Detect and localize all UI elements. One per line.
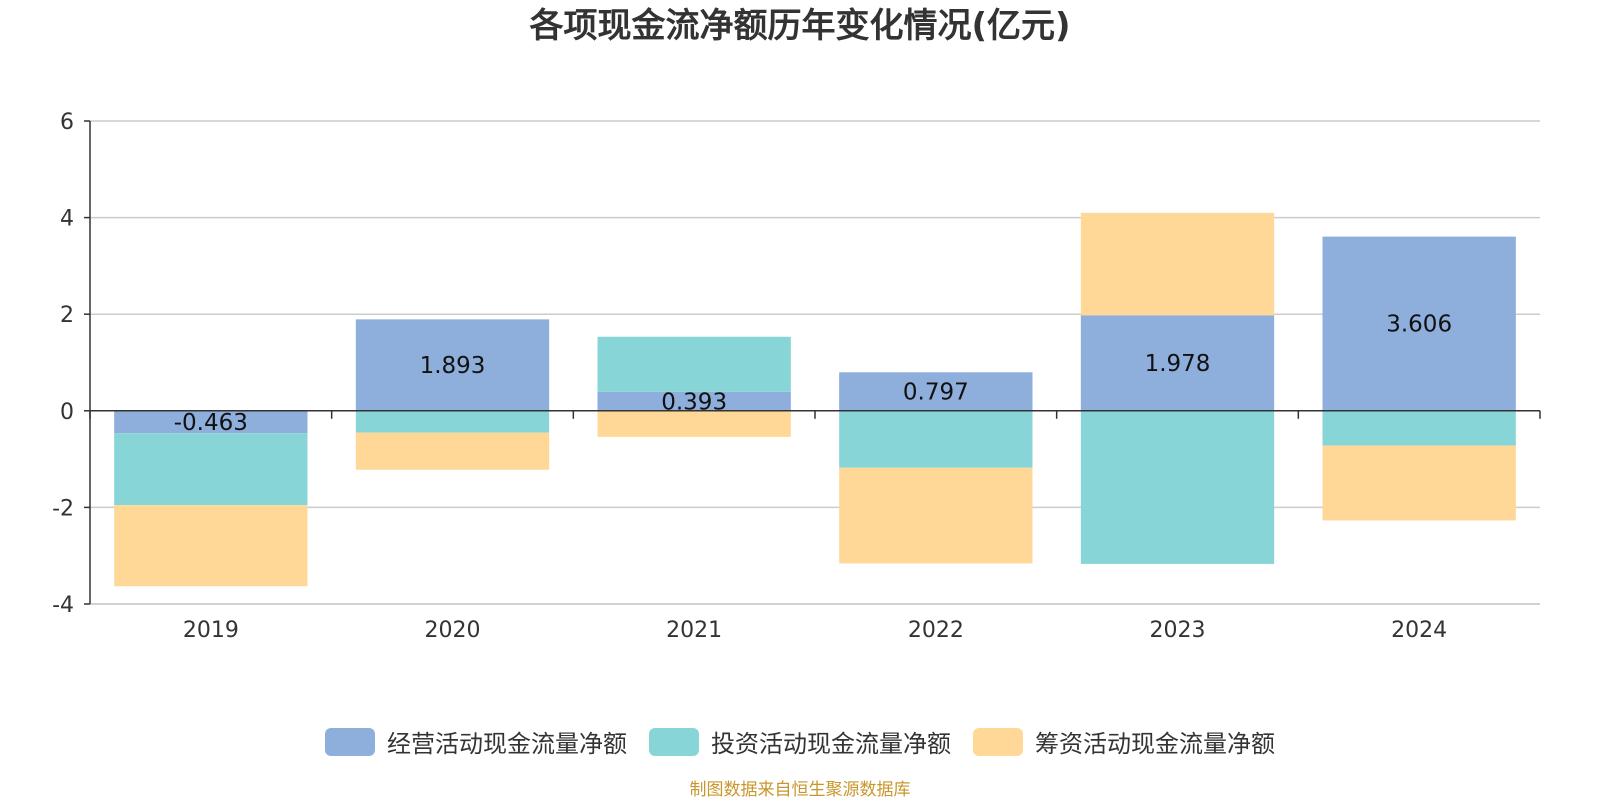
bar-2022-series-0 (839, 372, 1033, 411)
bar-2023-series-1 (1080, 410, 1275, 564)
legend-swatch-operating (325, 727, 375, 756)
y-tick-label: 0 (60, 400, 74, 425)
legend-swatch-financing (973, 727, 1023, 756)
x-tick-label: 2019 (183, 618, 239, 643)
x-tick-label: 2020 (425, 618, 481, 643)
legend-swatch-investing (649, 727, 699, 756)
data-label-2019: -0.463 (174, 410, 248, 436)
bar-2020-series-1 (355, 410, 550, 433)
bar-2020-series-0 (355, 319, 550, 411)
axes: -4 -2 0 2 4 6 2019 2020 2021 2022 2023 2024 (52, 110, 1541, 643)
grid-lines (90, 120, 1540, 605)
x-tick-label: 2021 (666, 618, 722, 643)
bar-2019-series-2 (114, 505, 308, 587)
bar-2022-series-1 (839, 410, 1033, 468)
bars (114, 212, 1516, 587)
y-tick-label: 4 (60, 207, 74, 232)
legend-item-investing[interactable]: 投资活动现金流量净额 (649, 724, 951, 759)
bar-2024-series-2 (1322, 445, 1516, 521)
data-label-2021: 0.393 (661, 389, 727, 415)
bar-2021-series-1 (597, 336, 791, 392)
data-labels: -0.463 1.893 0.393 0.797 1.978 3.606 (174, 312, 1452, 436)
y-tick-label: -4 (52, 593, 74, 618)
bar-2021-series-0 (597, 391, 791, 411)
chart-title: 各项现金流净额历年变化情况(亿元) (529, 6, 1071, 46)
stacked-bar-chart: -4 -2 0 2 4 6 2019 2020 2021 2022 2023 2024 -0.463 1… (52, 110, 1541, 643)
bar-2023-series-0 (1080, 315, 1275, 411)
bar-2024-series-0 (1322, 236, 1516, 411)
bar-2019-series-0 (114, 410, 308, 434)
y-tick-label: 6 (60, 110, 74, 135)
x-tick-label: 2024 (1391, 618, 1447, 643)
bar-2021-series-2 (597, 410, 791, 437)
legend-label-operating: 经营活动现金流量净额 (387, 730, 627, 758)
bar-2022-series-2 (839, 467, 1033, 564)
y-tick-label: 2 (60, 303, 74, 328)
bar-2024-series-1 (1322, 410, 1516, 446)
y-tick-label: -2 (52, 496, 74, 521)
data-label-2024: 3.606 (1386, 312, 1452, 338)
data-label-2022: 0.797 (903, 380, 969, 406)
legend-item-financing[interactable]: 筹资活动现金流量净额 (973, 724, 1275, 759)
bar-2020-series-2 (355, 432, 550, 470)
data-label-2023: 1.978 (1145, 351, 1211, 377)
legend-label-investing: 投资活动现金流量净额 (711, 730, 951, 758)
legend-item-operating[interactable]: 经营活动现金流量净额 (325, 724, 627, 759)
source-note: 制图数据来自恒生聚源数据库 (689, 780, 911, 800)
bar-2023-series-2 (1080, 212, 1275, 316)
data-label-2020: 1.893 (420, 353, 486, 379)
x-tick-label: 2023 (1150, 618, 1206, 643)
legend: 经营活动现金流量净额 投资活动现金流量净额 筹资活动现金流量净额 (0, 724, 1600, 759)
legend-label-financing: 筹资活动现金流量净额 (1035, 730, 1275, 758)
x-tick-label: 2022 (908, 618, 964, 643)
bar-2019-series-1 (114, 433, 308, 506)
